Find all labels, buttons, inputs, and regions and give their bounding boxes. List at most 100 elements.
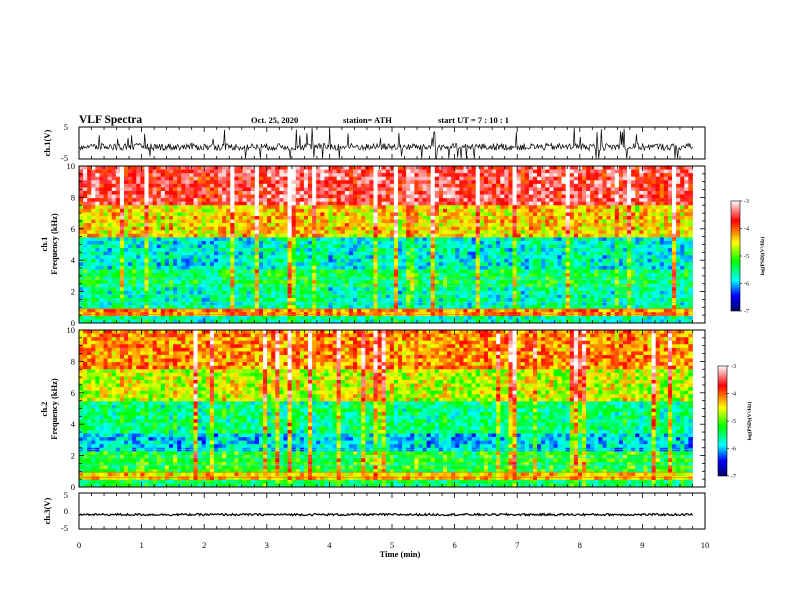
spectrogram-column [234,166,239,324]
ch1-waveform-panel: 5 -5 ch.1(V) [42,122,706,163]
spectrogram-column [140,166,145,324]
spectrogram-column [103,166,109,324]
y-tick-label: 10 [67,161,76,171]
ch3-waveform-frame [78,492,706,530]
spectrogram-column [279,330,284,488]
figure-title: VLF Spectra [79,114,142,126]
spectrogram-column [213,330,219,488]
spectrogram-column [610,166,616,324]
spectrogram-column [312,330,317,488]
spectrogram-column [573,330,579,488]
spectrogram-column [111,330,117,488]
colorbar-tick-label: -6 [731,447,736,453]
x-tick-label: 0 [77,540,81,550]
spectrogram-column [582,330,587,488]
ch3-waveform-panel: 5 0 -5 ch.3(V) [42,490,706,533]
ch1-ytick-top: 5 [64,122,68,132]
spectrogram-column [627,330,632,488]
spectrogram-column [128,166,133,324]
spectrogram-column [242,166,248,324]
spectrogram-column [492,330,497,488]
spectrogram-column [651,166,657,324]
spectrogram-column [528,330,534,488]
spectrogram-column [500,330,505,488]
spectrogram-column [205,330,211,488]
spectrogram-column [226,166,231,324]
start-time-label: start UT = 7 : 10 : 1 [438,115,509,125]
spectrogram-column [197,166,203,324]
spectrogram-column [569,330,575,488]
spectrogram-column [520,330,526,488]
spectrogram-column [680,166,685,324]
spectrogram-column [406,166,411,324]
spectrogram-column [181,166,186,324]
spectrogram-column [160,166,166,324]
ch2-spectrogram-ticks [78,329,706,488]
spectrogram-column [136,330,141,488]
y-tick-label: 2 [71,287,75,297]
spectrogram-column [598,166,603,324]
spectrogram-column [303,166,309,324]
x-tick-label: 3 [265,540,269,550]
spectrogram-column [324,166,329,324]
spectrogram-column [189,330,194,488]
spectrogram-column [193,166,199,324]
spectrogram-column [316,330,321,488]
spectrogram-column [230,330,235,488]
spectrogram-column [549,166,554,324]
spectrogram-column [659,330,665,488]
spectrogram-column [271,330,276,488]
spectrogram-column [365,330,370,488]
spectrogram-column [246,330,252,488]
spectrogram-column [353,330,358,488]
spectrogram-column [410,166,415,324]
spectrogram-column [246,166,252,324]
station-label: station= ATH [343,115,392,125]
spectrogram-column [218,330,223,488]
spectrogram-column [606,330,612,488]
spectrogram-column [348,330,354,488]
colorbar-tick-label: -7 [744,309,749,315]
spectrogram-column [83,330,88,488]
ch2-spectrogram-panel: 0 2 4 6 8 10 ch.2 Frequency (kHz) -3 -4 -5 -6 -7 … [39,325,753,492]
y-tick-label: 4 [71,255,76,265]
spectrogram-column [402,166,407,324]
spectrogram-column [99,330,104,488]
spectrogram-column [344,166,350,324]
spectrogram-column [119,330,125,488]
spectrogram-column [148,166,154,324]
colorbar-tick-label: -5 [744,254,749,260]
spectrogram-column [475,330,481,488]
y-tick-label: 8 [71,192,75,202]
spectrogram-column [573,166,579,324]
spectrogram-column [635,166,640,324]
spectrogram-column [87,166,92,324]
spectrogram-column [107,330,113,488]
y-tick-label: 0 [71,318,75,328]
spectrogram-column [487,330,493,488]
spectrogram-column [263,330,268,488]
y-tick-label: 2 [71,451,75,461]
spectrogram-column [557,166,562,324]
spectrogram-column [483,330,489,488]
spectrogram-column [283,330,288,488]
spectrogram-column [614,166,620,324]
spectrogram-column [373,330,378,488]
spectrogram-column [299,330,305,488]
ch2-colorbar-ticks: -3 -4 -5 -6 -7 [727,364,736,480]
spectrogram-column [512,330,518,488]
spectrogram-column [672,330,677,488]
spectrogram-column [95,166,100,324]
spectrogram-column [177,166,182,324]
spectrogram-column [320,166,325,324]
spectrogram-column [569,166,575,324]
spectrogram-column [684,166,689,324]
spectrogram-column [545,330,550,488]
spectrogram-column [185,166,190,324]
ch1-colorbar: -3 -4 -5 -6 -7 log(PSD)(V²/Hz) [730,199,766,315]
spectrogram-column [422,330,428,488]
spectrogram-column [177,330,182,488]
spectrogram-column [451,166,456,324]
spectrogram-column [582,166,587,324]
spectrogram-column [618,166,624,324]
